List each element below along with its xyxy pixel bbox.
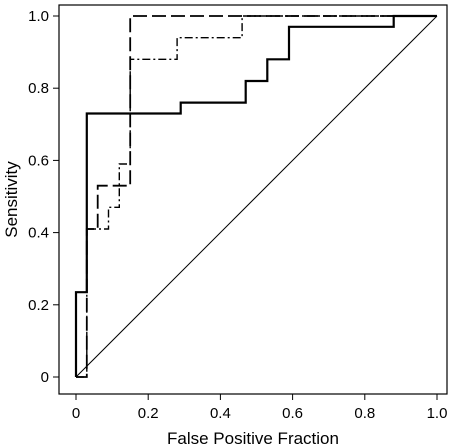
plot-frame xyxy=(58,4,448,395)
x-tick-label: 1.0 xyxy=(427,405,448,422)
x-tick-label: 0.6 xyxy=(282,405,303,422)
y-tick-label: 1.0 xyxy=(28,8,49,25)
diagonal-reference-line xyxy=(75,15,438,378)
x-tick-label: 0.2 xyxy=(138,405,159,422)
y-axis-label: Sensitivity xyxy=(2,161,21,238)
x-tick-label: 0 xyxy=(72,405,80,422)
y-tick-label: 0.4 xyxy=(28,225,49,242)
x-axis-label: False Positive Fraction xyxy=(167,429,339,448)
roc-curve-dashed xyxy=(76,15,437,378)
y-axis-ticks: 0 0.2 0.4 0.6 0.8 1.0 xyxy=(28,8,59,386)
y-tick-label: 0.8 xyxy=(28,80,49,97)
x-tick-label: 0.4 xyxy=(210,405,231,422)
roc-curve-solid xyxy=(74,14,437,377)
y-tick-label: 0.2 xyxy=(28,297,49,314)
y-tick-label: 0 xyxy=(41,369,49,386)
roc-curve-dash-dot xyxy=(76,15,437,378)
x-tick-label: 0.8 xyxy=(354,405,375,422)
y-tick-label: 0.6 xyxy=(28,152,49,169)
x-axis-ticks: 0 0.2 0.4 0.6 0.8 1.0 xyxy=(72,394,448,422)
series-layer xyxy=(74,14,438,378)
